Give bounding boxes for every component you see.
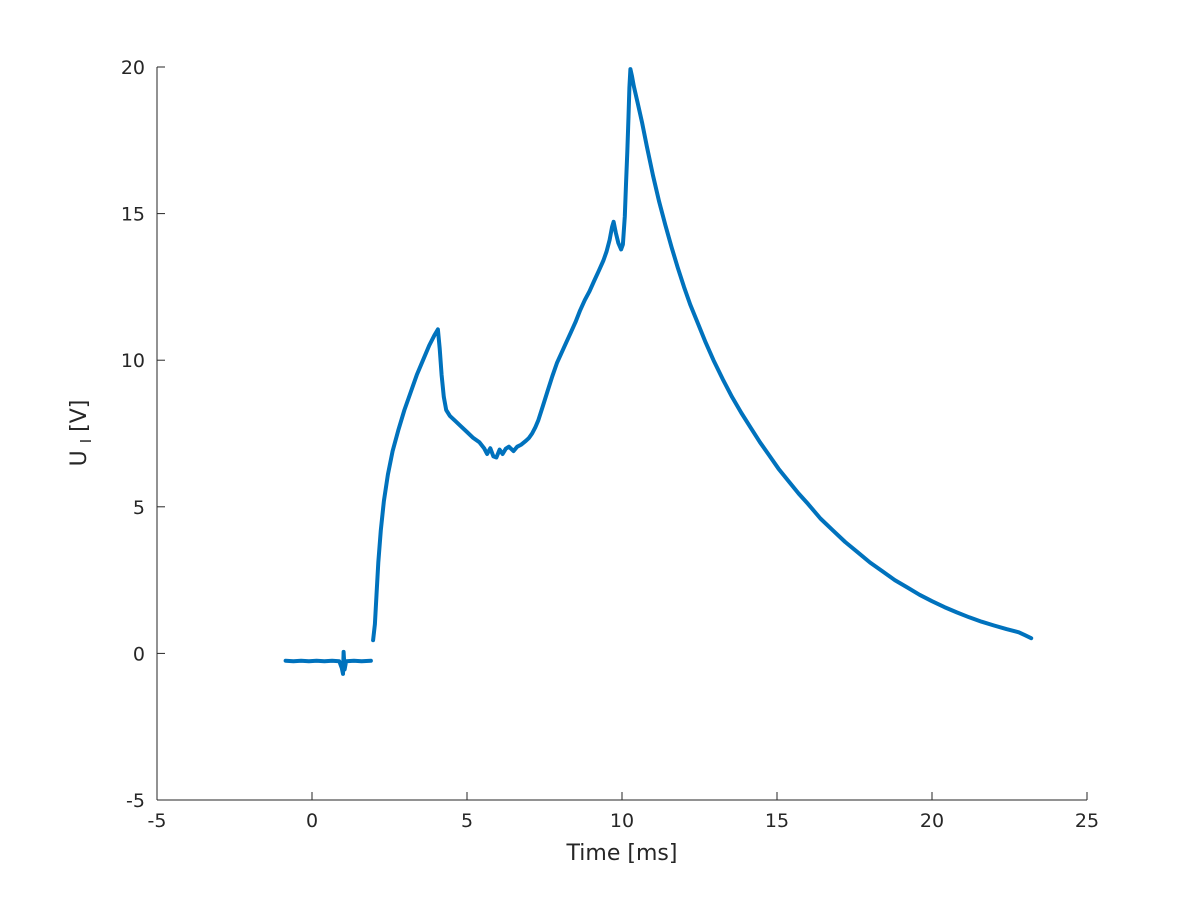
y-tick-label: -5 <box>126 790 145 812</box>
y-axis-label: U I [V] <box>67 400 97 467</box>
y-tick-label: 10 <box>121 350 145 372</box>
y-tick-label: 5 <box>133 497 145 519</box>
x-axis-ticks: -5 0 5 10 15 20 25 <box>148 792 1099 832</box>
x-tick-label: 10 <box>610 810 634 832</box>
y-tick-label: 0 <box>133 643 145 665</box>
y-axis-label-unit: [V] <box>67 400 92 432</box>
data-series <box>283 67 1034 676</box>
y-axis-ticks: -5 0 5 10 15 20 <box>121 57 165 812</box>
x-axis-label: Time [ms] <box>566 841 678 866</box>
x-tick-label: 5 <box>461 810 473 832</box>
x-tick-label: 15 <box>765 810 789 832</box>
data-series-line <box>283 649 373 676</box>
data-series-line <box>371 67 1034 643</box>
x-tick-label: 20 <box>920 810 944 832</box>
x-tick-label: 0 <box>306 810 318 832</box>
y-axis-label-base: U <box>67 450 92 466</box>
y-tick-label: 15 <box>121 204 145 226</box>
x-tick-label: 25 <box>1075 810 1099 832</box>
x-tick-label: -5 <box>148 810 167 832</box>
y-axis-label-subscript: I <box>77 439 95 443</box>
y-tick-label: 20 <box>121 57 145 79</box>
